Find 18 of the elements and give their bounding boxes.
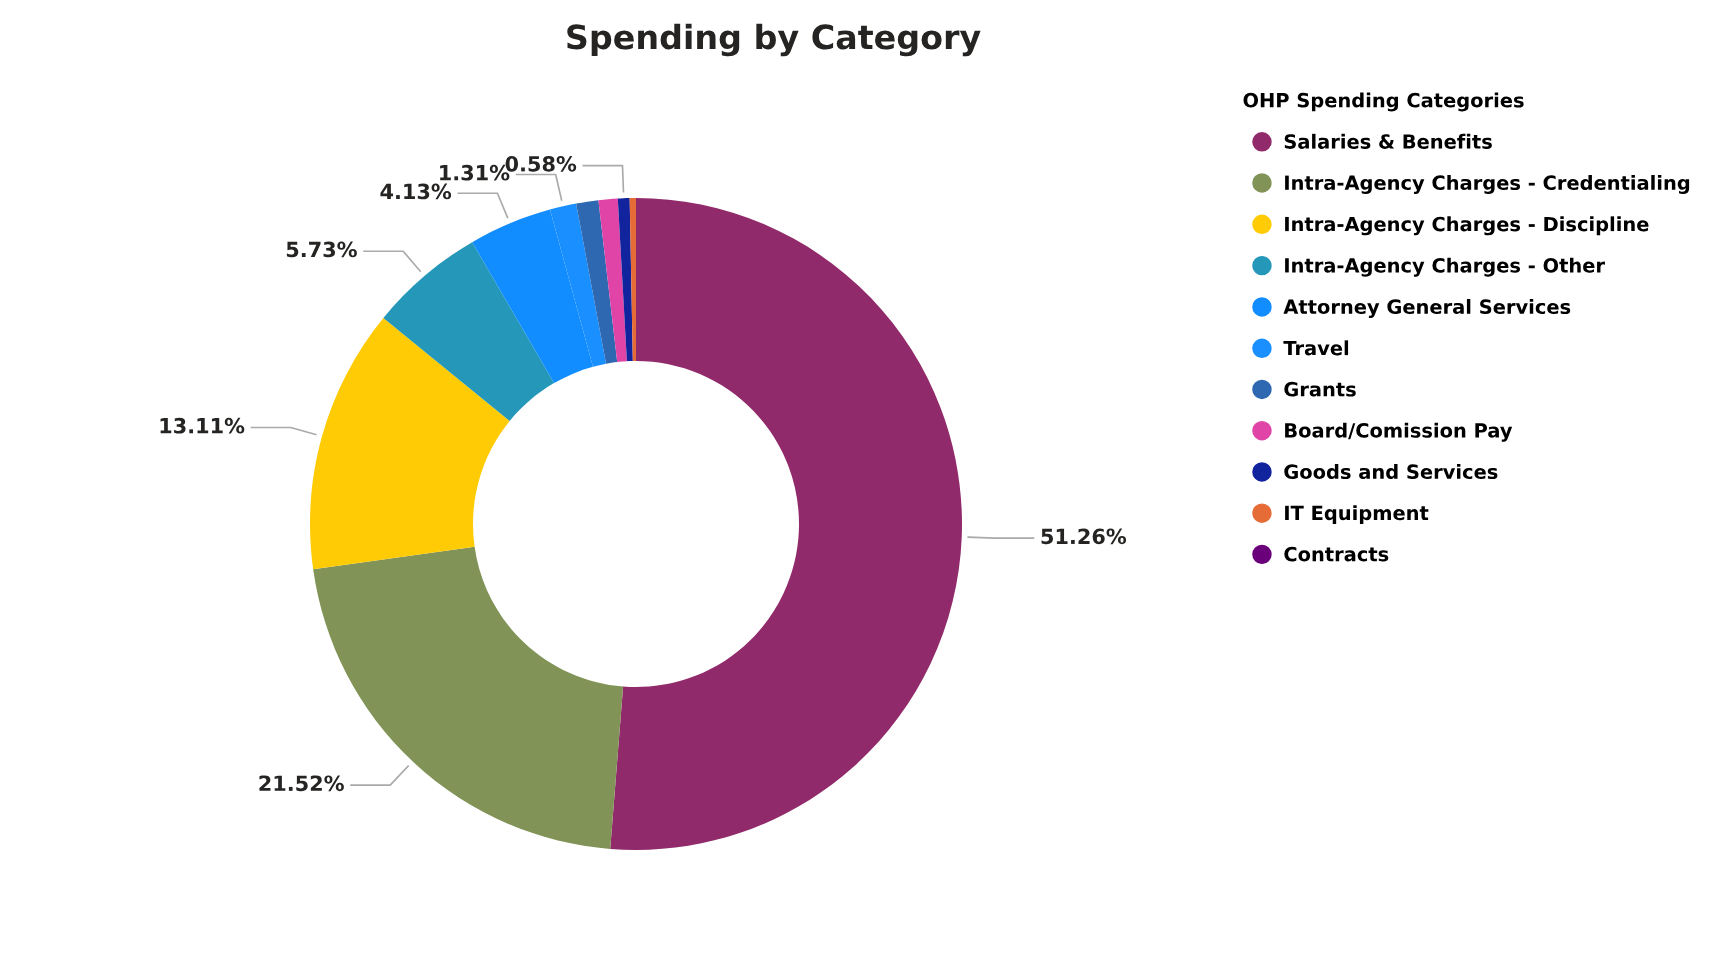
chart-title: Spending by Category xyxy=(567,23,981,57)
data-label: 21.52% xyxy=(259,775,344,792)
legend-label: Board/Comission Pay xyxy=(1285,422,1513,442)
legend-label: Salaries & Benefits xyxy=(1284,133,1492,149)
data-label: 51.26% xyxy=(1041,528,1127,545)
legend-label: Intra-Agency Charges - Credentialing xyxy=(1285,175,1690,194)
legend-label: Goods and Services xyxy=(1284,464,1498,480)
legend-label: Intra-Agency Charges - Discipline xyxy=(1285,216,1649,236)
data-label: 13.11% xyxy=(160,417,245,434)
legend-label: Attorney General Services xyxy=(1283,299,1571,318)
legend-label: Travel xyxy=(1283,340,1349,356)
data-label: 4.13% xyxy=(380,183,452,200)
legend-label: Intra-Agency Charges - Other xyxy=(1285,257,1605,277)
data-label: 5.73% xyxy=(286,241,357,258)
legend-label: Grants xyxy=(1284,381,1356,397)
legend-label: Contracts xyxy=(1284,546,1389,562)
legend-label: IT Equipment xyxy=(1285,505,1429,525)
legend-title: OHP Spending Categories xyxy=(1243,92,1524,112)
